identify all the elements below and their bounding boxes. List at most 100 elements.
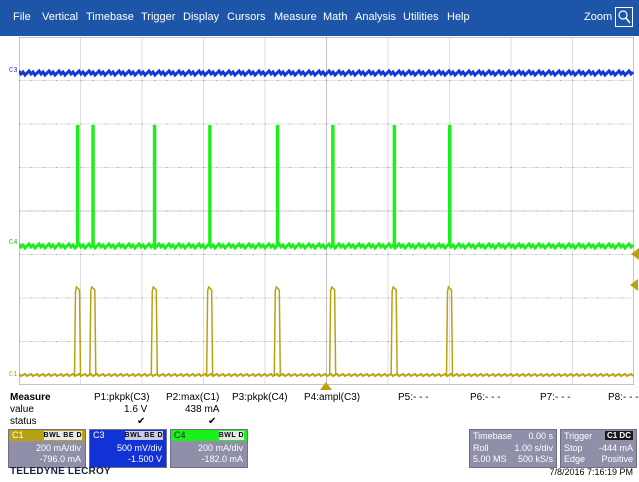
grid-tick	[68, 210, 70, 212]
menu-vertical[interactable]: Vertical	[42, 11, 79, 23]
grid-tick	[511, 341, 512, 342]
grid-tick	[240, 80, 242, 81]
waveform-grid[interactable]	[19, 37, 634, 385]
channel-box-c4[interactable]: C4 BWL D 200 mA/div -182.0 mA	[170, 429, 248, 468]
measure-p6-name[interactable]: P6:- - -	[470, 392, 501, 403]
grid-tick	[363, 297, 365, 299]
grid-tick	[92, 341, 94, 342]
grid-tick	[351, 123, 353, 125]
measure-p5-name[interactable]: P5:- - -	[398, 392, 429, 403]
grid-tick	[191, 254, 193, 255]
grid-tick	[265, 80, 266, 81]
grid-tick	[547, 210, 549, 212]
grid-tick	[289, 210, 291, 212]
grid-tick	[166, 123, 168, 125]
grid-tick	[178, 254, 180, 255]
grid-tick	[203, 123, 205, 125]
grid-tick	[412, 297, 414, 299]
pulse-c4	[91, 125, 95, 246]
channel-box-c3[interactable]: C3 BWL BE D 500 mV/div -1.500 V	[89, 429, 167, 468]
grid-tick	[609, 254, 611, 255]
grid-tick	[461, 341, 463, 342]
zoom-magnifier-icon[interactable]	[615, 7, 633, 27]
grid-tick	[191, 341, 193, 342]
grid-tick	[117, 254, 119, 255]
grid-tick	[31, 123, 33, 125]
grid-tick	[215, 297, 217, 299]
grid-tick	[547, 123, 549, 125]
grid-tick	[129, 297, 131, 299]
menu-utilities[interactable]: Utilities	[403, 11, 439, 23]
pulse-c1	[328, 285, 337, 376]
grid-tick	[19, 123, 20, 125]
menu-display[interactable]: Display	[183, 11, 220, 23]
menu-bar: File Vertical Timebase Trigger Display C…	[0, 0, 639, 36]
menu-measure[interactable]: Measure	[274, 11, 317, 23]
grid-tick	[621, 297, 623, 299]
measure-p1-name[interactable]: P1:pkpk(C3)	[94, 392, 150, 403]
grid-tick	[412, 341, 414, 342]
grid-tick	[215, 210, 217, 212]
grid-tick	[597, 341, 599, 342]
measure-p2-name[interactable]: P2:max(C1)	[166, 392, 220, 403]
grid-tick	[228, 341, 230, 342]
trigger-source-flags: C1 DC	[604, 431, 633, 440]
trigger-title: Trigger	[564, 431, 593, 441]
grid-tick	[560, 167, 562, 168]
grid-tick	[412, 210, 414, 212]
grid-tick	[474, 167, 476, 168]
timebase-box[interactable]: Timebase 0.00 s Roll 1.00 s/div 5.00 MS …	[469, 429, 557, 468]
measure-p8-name[interactable]: P8:- - -	[608, 392, 639, 403]
grid-tick	[560, 123, 562, 125]
grid-tick	[314, 123, 316, 125]
grid-tick	[252, 341, 254, 342]
grid-tick	[474, 341, 476, 342]
brand-logo: TELEDYNE LECROY	[10, 466, 111, 477]
grid-tick	[351, 297, 353, 299]
grid-tick	[166, 254, 168, 255]
grid-tick	[215, 167, 217, 168]
menu-file[interactable]: File	[13, 11, 31, 23]
grid-tick	[486, 123, 488, 125]
trigger-position-marker[interactable]	[320, 382, 332, 390]
channel-box-c1[interactable]: C1 BWL BE D 200 mA/div -796.0 mA	[8, 429, 86, 468]
grid-tick	[80, 210, 82, 212]
grid-tick	[228, 80, 230, 81]
grid-tick	[105, 254, 107, 255]
grid-tick	[178, 341, 180, 342]
trigger-box[interactable]: Trigger C1 DC Stop -444 mA Edge Positive	[560, 429, 637, 468]
grid-tick	[424, 341, 426, 342]
pulse-c1	[89, 285, 97, 376]
grid-tick	[19, 254, 20, 255]
menu-help[interactable]: Help	[447, 11, 470, 23]
grid-tick	[314, 80, 316, 81]
grid-tick	[178, 167, 180, 168]
grid-tick	[535, 297, 537, 299]
grid-tick	[117, 123, 119, 125]
menu-timebase[interactable]: Timebase	[86, 11, 134, 23]
menu-cursors[interactable]: Cursors	[227, 11, 266, 23]
trigger-level-marker[interactable]	[629, 248, 639, 260]
grid-tick	[363, 80, 365, 81]
measure-p7-name[interactable]: P7:- - -	[540, 392, 571, 403]
grid-tick	[461, 80, 463, 81]
grid-tick	[129, 254, 131, 255]
grid-tick	[535, 167, 537, 168]
measure-p4-name[interactable]: P4:ampl(C3)	[304, 392, 361, 403]
grid-tick	[178, 80, 180, 81]
channel-tag-c3: C3	[9, 67, 18, 75]
grid-tick	[166, 80, 168, 81]
grid-tick	[400, 167, 402, 168]
trigger-marker-c1[interactable]	[628, 279, 638, 291]
grid-tick	[449, 254, 451, 255]
menu-trigger[interactable]: Trigger	[141, 11, 176, 23]
grid-tick	[400, 297, 402, 299]
menu-analysis[interactable]: Analysis	[355, 11, 396, 23]
measure-p3-name[interactable]: P3:pkpk(C4)	[232, 392, 288, 403]
grid-tick	[80, 341, 82, 342]
grid-tick	[461, 297, 463, 299]
grid-tick	[523, 254, 525, 255]
grid-tick	[43, 80, 45, 81]
zoom-label[interactable]: Zoom	[584, 11, 613, 23]
menu-math[interactable]: Math	[323, 11, 348, 23]
